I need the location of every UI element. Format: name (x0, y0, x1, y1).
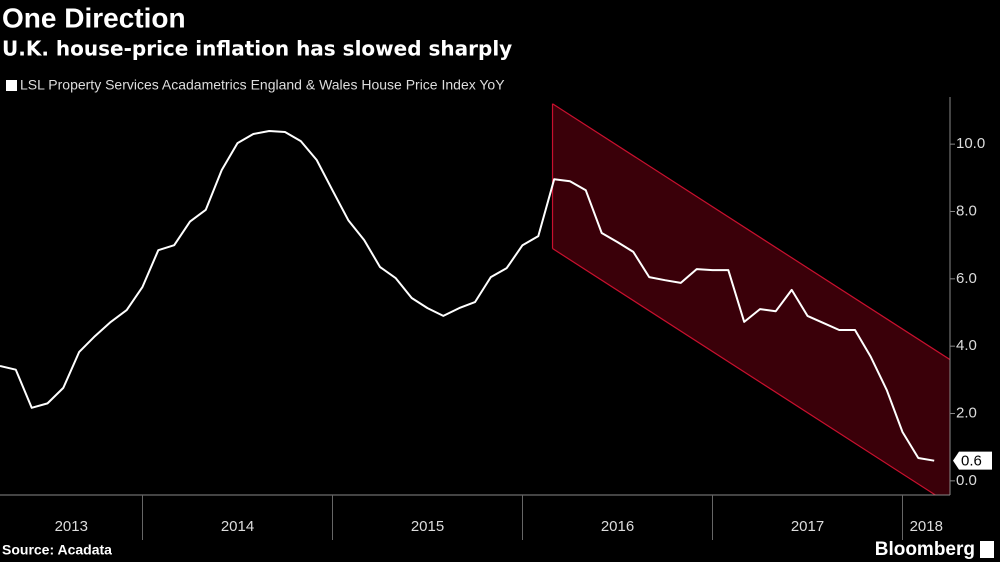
legend-swatch (6, 80, 17, 91)
channel (551, 103, 950, 495)
chart-title: One Direction (2, 2, 186, 33)
y-tick-label: 8.0 (956, 202, 977, 219)
x-tick-label: 2017 (791, 518, 824, 535)
channel-area (552, 103, 950, 495)
brand-icon (980, 541, 994, 558)
last-value-label: 0.6 (961, 453, 982, 470)
source: Source: Acadata (2, 542, 112, 558)
chart-subtitle: U.K. house-price inflation has slowed sh… (2, 37, 512, 61)
y-tick-label: 10.0 (956, 135, 985, 152)
y-tick-label: 2.0 (956, 404, 977, 421)
x-tick-label: 2013 (55, 518, 88, 535)
y-tick-label: 6.0 (956, 270, 977, 287)
channel-upper (552, 103, 950, 361)
line (0, 130, 935, 462)
y-tick-label: 0.0 (956, 472, 977, 489)
last-value-box (953, 451, 992, 470)
x-tick-label: 2015 (411, 518, 444, 535)
x-tick-label: 2014 (221, 518, 254, 535)
legend-label: LSL Property Services Acadametrics Engla… (20, 77, 505, 93)
x-tick-label: 2016 (601, 518, 634, 535)
channel-lower (552, 248, 937, 495)
x-tick-label: 2018 (910, 518, 943, 535)
y-tick-label: 4.0 (956, 337, 977, 354)
brand: Bloomberg (875, 539, 975, 560)
